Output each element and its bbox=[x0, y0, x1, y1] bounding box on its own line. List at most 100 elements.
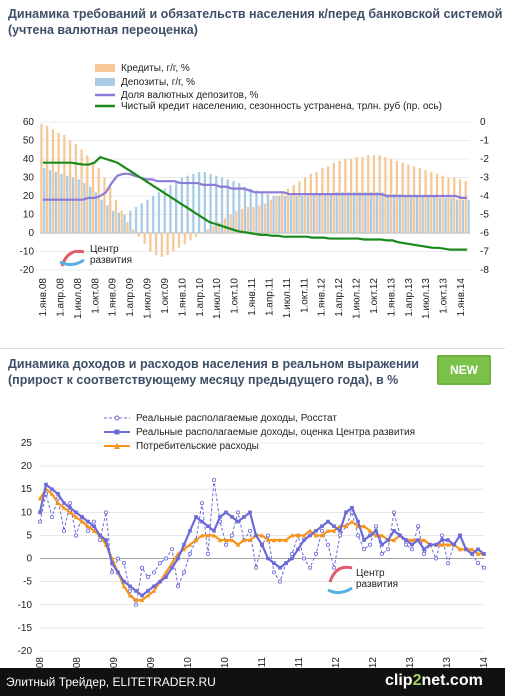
bar-deposit bbox=[157, 192, 161, 233]
bar-deposit bbox=[146, 199, 149, 233]
bar-deposit bbox=[238, 183, 241, 233]
point-cr bbox=[68, 505, 72, 510]
x-tick-label: 1.апр.10 bbox=[195, 278, 206, 317]
point-cr bbox=[50, 487, 54, 492]
point-consumer bbox=[217, 537, 223, 543]
point-rosstat bbox=[331, 565, 336, 570]
bar-deposit bbox=[433, 196, 436, 233]
point-rosstat bbox=[289, 551, 294, 556]
x-tick-label: июл 08 bbox=[72, 657, 83, 668]
y-tick-label: -15 bbox=[18, 623, 33, 634]
x-tick-label: июл 09 bbox=[146, 657, 157, 668]
bar-credit bbox=[183, 233, 186, 245]
point-cr bbox=[272, 561, 276, 565]
bar-deposit bbox=[352, 192, 356, 233]
bar-credit bbox=[46, 125, 49, 233]
bar-credit bbox=[424, 170, 427, 233]
bar-credit bbox=[344, 159, 347, 233]
x-tick-label: 1.июл.12 bbox=[352, 278, 363, 319]
bar-deposit bbox=[324, 194, 327, 233]
point-rosstat bbox=[38, 519, 43, 524]
point-cr bbox=[386, 538, 390, 542]
point-rosstat bbox=[122, 561, 127, 566]
bar-deposit bbox=[140, 203, 143, 233]
y2-tick-label: -2 bbox=[480, 154, 489, 165]
x-tick-label: июл 10 bbox=[220, 657, 231, 668]
point-consumer bbox=[421, 537, 427, 543]
point-cr bbox=[482, 552, 486, 556]
y2-tick-label: -6 bbox=[480, 228, 489, 239]
bar-credit bbox=[143, 233, 146, 245]
x-tick-label: 1.янв.14 bbox=[456, 278, 467, 317]
point-rosstat bbox=[116, 556, 121, 561]
bar-credit bbox=[120, 210, 123, 233]
bar-deposit bbox=[83, 183, 86, 233]
x-tick-label: янв 11 bbox=[257, 657, 268, 668]
x-tick-label: 1.окт.08 bbox=[90, 278, 101, 314]
point-cr bbox=[314, 529, 318, 533]
bar-credit bbox=[109, 186, 112, 233]
x-tick-label: янв 08 bbox=[35, 657, 46, 668]
point-cr bbox=[356, 519, 360, 524]
watermark-text: развития bbox=[356, 579, 398, 590]
bar-credit bbox=[326, 166, 330, 233]
point-cr bbox=[44, 482, 48, 487]
point-rosstat bbox=[409, 547, 414, 552]
point-rosstat bbox=[74, 533, 79, 538]
logo-part-c: net.com bbox=[421, 672, 483, 689]
point-rosstat bbox=[325, 542, 330, 547]
point-consumer bbox=[349, 519, 355, 524]
point-rosstat bbox=[68, 501, 73, 506]
clip2net-logo[interactable]: clip2net.com bbox=[385, 672, 483, 690]
point-cr bbox=[152, 584, 156, 589]
point-cr bbox=[446, 538, 450, 542]
point-cr bbox=[194, 515, 198, 519]
bar-deposit bbox=[134, 207, 138, 233]
bar-deposit bbox=[329, 194, 333, 233]
logo-part-b: 2 bbox=[412, 672, 422, 689]
point-cr bbox=[176, 556, 180, 561]
x-tick-label: янв 10 bbox=[183, 657, 194, 668]
point-cr bbox=[128, 584, 132, 589]
point-consumer bbox=[61, 505, 67, 510]
point-rosstat bbox=[163, 556, 168, 561]
point-consumer bbox=[439, 542, 445, 547]
point-rosstat bbox=[199, 501, 204, 506]
x-tick-label: 1.янв.11 bbox=[247, 278, 258, 316]
bar-credit bbox=[51, 129, 55, 233]
x-tick-label: янв 09 bbox=[109, 657, 120, 668]
point-cr bbox=[416, 538, 420, 542]
point-rosstat bbox=[415, 524, 420, 529]
legend-swatch bbox=[114, 443, 120, 449]
point-rosstat bbox=[229, 533, 234, 538]
watermark-text: развития bbox=[90, 255, 132, 266]
y-tick-label: 40 bbox=[23, 154, 35, 165]
point-cr bbox=[374, 529, 378, 533]
bar-deposit bbox=[410, 196, 413, 233]
point-cr bbox=[254, 533, 258, 538]
point-consumer bbox=[199, 533, 205, 538]
point-rosstat bbox=[403, 542, 408, 547]
bar-deposit bbox=[249, 188, 252, 233]
bar-deposit bbox=[461, 199, 464, 233]
bar-deposit bbox=[398, 194, 401, 233]
x-tick-label: июл 12 bbox=[368, 657, 379, 668]
bar-deposit bbox=[243, 186, 247, 233]
point-consumer bbox=[283, 537, 289, 543]
bar-credit bbox=[447, 177, 450, 233]
point-consumer bbox=[145, 593, 151, 598]
point-consumer bbox=[151, 588, 157, 593]
new-badge[interactable]: NEW bbox=[437, 355, 491, 385]
bar-credit bbox=[407, 164, 410, 233]
y-tick-label: -5 bbox=[23, 577, 32, 588]
point-cr bbox=[218, 515, 222, 519]
bar-credit bbox=[458, 179, 462, 233]
point-consumer bbox=[223, 537, 229, 543]
bar-deposit bbox=[455, 199, 459, 233]
bar-credit bbox=[206, 229, 209, 233]
point-consumer bbox=[259, 533, 265, 538]
bar-deposit bbox=[220, 177, 224, 233]
bar-deposit bbox=[341, 192, 344, 233]
point-cr bbox=[206, 524, 210, 528]
y2-tick-label: -1 bbox=[480, 136, 489, 147]
